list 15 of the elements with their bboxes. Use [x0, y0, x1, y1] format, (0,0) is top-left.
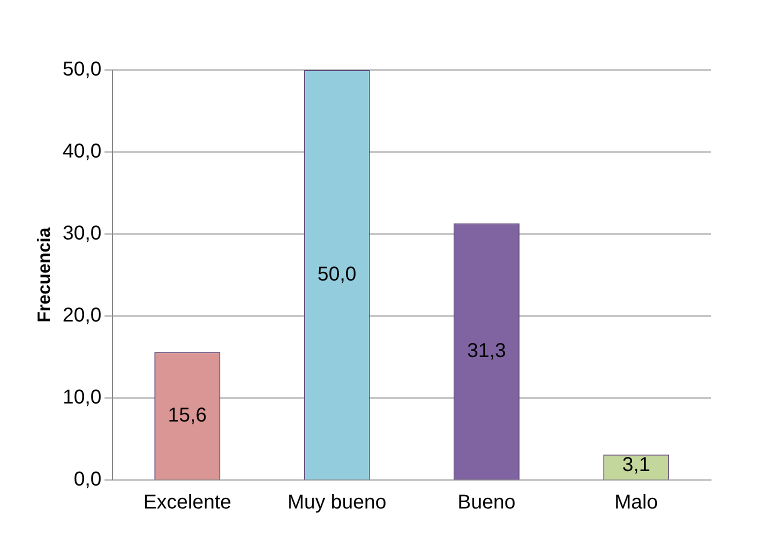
- x-tick-label: Malo: [614, 492, 658, 514]
- y-tick-label: 10,0: [62, 386, 102, 409]
- data-label: 50,0: [317, 263, 356, 286]
- x-tick-label: Muy bueno: [287, 492, 386, 514]
- data-label: 31,3: [467, 340, 506, 362]
- data-label: 3,1: [622, 454, 650, 476]
- y-tick-label: 0,0: [74, 468, 102, 491]
- x-tick-label: Bueno: [458, 492, 516, 514]
- y-tick-label: 50,0: [62, 58, 102, 81]
- y-tick-label: 20,0: [62, 304, 102, 327]
- y-tick-label: 30,0: [62, 222, 102, 245]
- x-tick-label: Excelente: [143, 492, 232, 514]
- y-axis-title: Frecuencia: [34, 226, 54, 323]
- data-label: 15,6: [168, 404, 207, 426]
- y-tick-label: 40,0: [62, 140, 102, 163]
